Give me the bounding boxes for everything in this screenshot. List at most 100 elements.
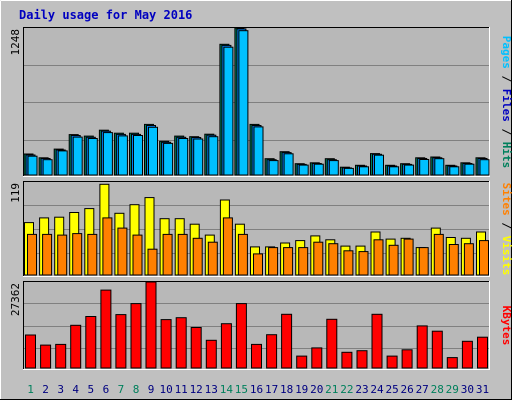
axis-label: Pages / Files / Hits: [500, 36, 512, 169]
bar-pages-day-27: [419, 159, 430, 176]
x-label-day-9: 9: [148, 383, 155, 396]
bar-pages-day-14: [223, 46, 234, 176]
x-label-day-2: 2: [42, 383, 49, 396]
bar-sites-day-30: [463, 243, 474, 276]
bar-kbytes-day-16: [251, 343, 262, 369]
series-pages: [27, 30, 490, 176]
x-label-day-23: 23: [355, 383, 368, 396]
bar-sites-day-7: [117, 227, 128, 276]
bar-sites-day-4: [72, 233, 83, 276]
axis-label-part: /: [500, 216, 512, 236]
bar-pages-day-3: [57, 150, 68, 176]
x-label-day-20: 20: [310, 383, 323, 396]
panel-hits-files-pages: 1248 Pages / Files / Hits: [9, 27, 512, 177]
bar-pages-day-17: [268, 160, 279, 176]
chart-panels: 1248 Pages / Files / Hits 119 Sites / Visit…: [9, 27, 512, 370]
bar-kbytes-day-5: [85, 316, 97, 369]
x-label-day-22: 22: [340, 383, 353, 396]
bar-sites-day-13: [207, 241, 218, 276]
bar-sites-day-29: [448, 244, 459, 276]
bar-kbytes-day-11: [175, 317, 187, 369]
axis-label-part: Hits: [500, 142, 512, 169]
x-label-day-26: 26: [400, 383, 413, 396]
bar-kbytes-day-17: [266, 334, 278, 369]
bar-kbytes-day-18: [281, 313, 293, 369]
x-label-day-14: 14: [220, 383, 234, 396]
x-label-day-17: 17: [265, 383, 278, 396]
bar-pages-day-31: [479, 159, 490, 176]
y-max-label: 1248: [9, 29, 22, 56]
x-label-day-13: 13: [205, 383, 218, 396]
bar-sites-day-26: [403, 238, 414, 276]
bar-pages-day-9: [148, 126, 158, 176]
y-max-label: 27362: [9, 283, 22, 316]
x-label-day-4: 4: [72, 383, 79, 396]
bar-kbytes-day-20: [311, 347, 323, 369]
bar-sites-day-21: [328, 243, 339, 276]
bar-pages-day-1: [27, 155, 38, 176]
panel-visits-sites: 119 Sites / Visits: [9, 181, 512, 277]
bar-pages-day-8: [133, 135, 143, 176]
bar-sites-day-31: [479, 240, 489, 276]
bar-sites-day-16: [253, 253, 263, 276]
x-label-day-21: 21: [325, 383, 338, 396]
series-sites: [27, 217, 489, 276]
bar-kbytes-day-22: [341, 351, 353, 369]
x-label-day-6: 6: [103, 383, 110, 396]
bar-sites-day-27: [418, 247, 429, 276]
axis-label: Sites / Visits: [500, 183, 512, 276]
bar-kbytes-day-28: [431, 330, 443, 369]
bar-pages-day-7: [117, 135, 128, 176]
bar-kbytes-day-12: [190, 327, 202, 369]
x-label-day-16: 16: [250, 383, 263, 396]
bar-sites-day-15: [237, 233, 248, 276]
bar-sites-day-17: [268, 247, 279, 276]
x-label-day-28: 28: [431, 383, 444, 396]
bar-pages-day-15: [238, 30, 249, 176]
x-label-day-27: 27: [416, 383, 429, 396]
bar-kbytes-day-2: [40, 344, 52, 369]
bar-kbytes-day-27: [416, 325, 428, 369]
bar-pages-day-23: [359, 166, 369, 176]
bar-kbytes-day-24: [371, 313, 383, 369]
bar-sites-day-11: [177, 233, 188, 276]
bar-kbytes-day-10: [160, 319, 172, 369]
axis-label-part: KBytes: [500, 306, 512, 346]
bar-kbytes-day-1: [25, 334, 36, 369]
bar-pages-day-25: [389, 166, 400, 176]
x-label-day-15: 15: [235, 383, 248, 396]
x-label-day-7: 7: [118, 383, 125, 396]
x-label-day-12: 12: [190, 383, 203, 396]
bar-pages-day-10: [163, 142, 174, 176]
bar-sites-day-2: [42, 233, 53, 276]
x-label-day-29: 29: [446, 383, 459, 396]
bar-sites-day-1: [27, 233, 37, 276]
x-label-day-31: 31: [476, 383, 489, 396]
x-label-day-5: 5: [87, 383, 94, 396]
bar-sites-day-25: [388, 244, 399, 276]
bar-pages-day-19: [298, 164, 309, 176]
x-label-day-25: 25: [385, 383, 398, 396]
bar-pages-day-12: [193, 138, 204, 176]
series-kbytes: [25, 281, 488, 369]
bar-sites-day-5: [87, 233, 98, 276]
bar-pages-day-13: [208, 136, 219, 176]
bar-sites-day-6: [102, 217, 113, 276]
bar-pages-day-29: [449, 166, 460, 176]
bar-sites-day-18: [283, 247, 294, 276]
bar-pages-day-18: [283, 153, 294, 176]
bar-kbytes-day-3: [55, 343, 67, 369]
bar-sites-day-14: [222, 217, 233, 276]
bar-kbytes-day-8: [130, 303, 142, 369]
bar-kbytes-day-9: [145, 281, 157, 369]
x-label-day-8: 8: [133, 383, 140, 396]
axis-label-part: /: [500, 122, 512, 142]
bar-pages-day-5: [87, 138, 98, 176]
bar-sites-day-8: [132, 234, 143, 276]
bar-kbytes-day-19: [296, 355, 308, 369]
axis-label: KBytes: [500, 306, 512, 346]
axis-label-part: Files: [500, 89, 512, 122]
x-label-day-1: 1: [27, 383, 34, 396]
bar-pages-day-16: [253, 126, 264, 176]
